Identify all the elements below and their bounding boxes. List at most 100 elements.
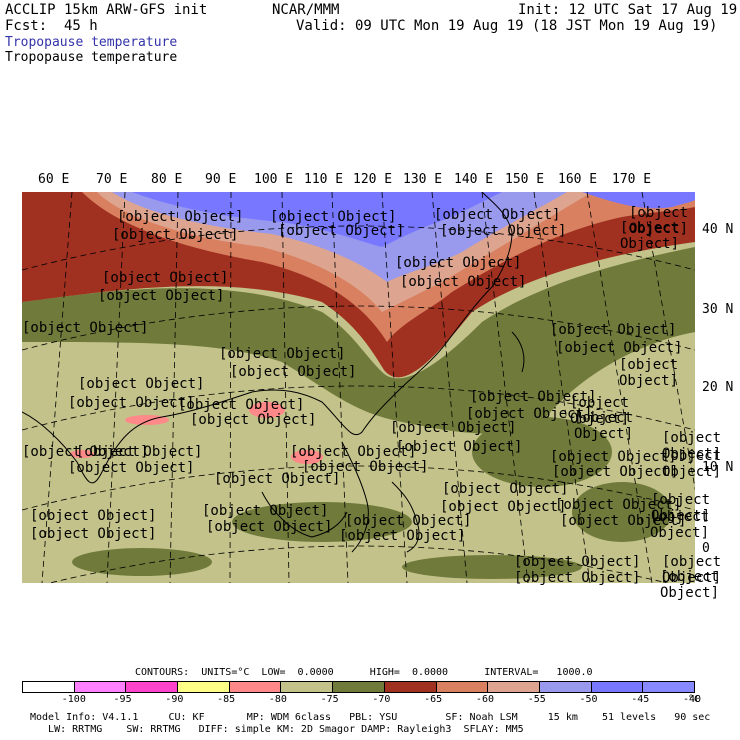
map-label: [object Object]: [466, 406, 593, 422]
colorbar-tick-label: -45: [631, 694, 650, 705]
colorbar-tick-label: -95: [113, 694, 132, 705]
map-label: [object Object]: [514, 570, 641, 586]
colorbar-swatch: [74, 682, 127, 692]
map-label: [object Object]: [190, 412, 317, 428]
colorbar-swatch: [384, 682, 437, 692]
map-label: [object Object]: [117, 209, 244, 225]
lat-label: 30 N: [702, 302, 734, 317]
forecast-label: Fcst:: [5, 18, 48, 34]
map-label: [object Object]: [339, 528, 466, 544]
map-label: [object Object]: [660, 569, 720, 601]
map-label: [object Object]: [30, 526, 157, 542]
map-label: [object Object]: [98, 288, 225, 304]
lon-label: 70 E: [96, 172, 128, 187]
map-label: [object Object]: [390, 420, 517, 436]
lon-label: 110 E: [304, 172, 344, 187]
map-labels: [object Object] [object Object] [object …: [22, 192, 721, 601]
map-label: [object Object]: [278, 223, 405, 239]
model-info-line-2: LW: RRTMG SW: RRTMG DIFF: simple KM: 2D …: [30, 724, 524, 735]
valid-time: Valid: 09 UTC Mon 19 Aug 19 (18 JST Mon …: [296, 18, 718, 34]
lon-label: 150 E: [505, 172, 545, 187]
model-title: ACCLIP 15km ARW-GFS init: [5, 2, 208, 18]
map-label: [object Object]: [574, 410, 634, 442]
lon-label: 160 E: [558, 172, 598, 187]
colorbar-swatch: [126, 682, 179, 692]
map-label: [object Object]: [620, 220, 680, 252]
colorbar-tick-label: -75: [320, 694, 339, 705]
map-label: [object Object]: [178, 397, 305, 413]
map-label: [object Object]: [550, 322, 677, 338]
olive-patch: [572, 482, 672, 542]
colorbar-tick-label: -60: [475, 694, 494, 705]
colorbar-tick-label: -70: [372, 694, 391, 705]
lon-label: 100 E: [254, 172, 294, 187]
colorbar-swatch: [229, 682, 282, 692]
map-label: [object Object]: [290, 444, 417, 460]
colorbar-tick-label: -50: [579, 694, 598, 705]
init-time: Init: 12 UTC Sat 17 Aug 19: [518, 2, 738, 18]
field-title-1: Tropopause temperature: [5, 35, 178, 50]
map-label: [object Object]: [30, 508, 157, 524]
band-minus45-east: [582, 192, 695, 209]
map-label: [object Object]: [112, 227, 239, 243]
map-label: [object Object]: [440, 499, 567, 515]
colorbar-swatch: [643, 682, 694, 692]
map-label: [object Object]: [662, 448, 722, 480]
colorbar-swatch: [23, 682, 75, 692]
colorbar-swatch: [178, 682, 230, 692]
colorbar-swatch: [436, 682, 489, 692]
map-label: [object Object]: [68, 395, 195, 411]
band-minus70: [22, 247, 695, 434]
lat-label: 40 N: [702, 222, 734, 237]
colorbar-tick-label: -100: [61, 694, 86, 705]
field-title-2: Tropopause temperature: [5, 50, 178, 65]
map-label: [object Object]: [552, 464, 679, 480]
coastlines: [22, 192, 525, 553]
lon-label: 80 E: [151, 172, 183, 187]
lat-label: 0: [702, 541, 710, 556]
lon-label: 130 E: [403, 172, 443, 187]
band-minus45: [132, 192, 502, 247]
map-label: [object Object]: [76, 444, 203, 460]
lon-label: 90 E: [205, 172, 237, 187]
map-label: [object Object]: [214, 471, 341, 487]
colorbar-swatch: [281, 682, 334, 692]
forecast-hours: 45 h: [64, 18, 98, 34]
lon-label: 170 E: [612, 172, 652, 187]
contour-info: CONTOURS: UNITS=°C LOW= 0.0000 HIGH= 0.0…: [135, 667, 593, 678]
map-label: [object Object]: [442, 481, 569, 497]
lon-label: 140 E: [454, 172, 494, 187]
map-graticule: [22, 192, 695, 583]
map-label: [object Object]: [219, 346, 346, 362]
colorbar-tick-label: -85: [217, 694, 236, 705]
colorbar-tick-label: -80: [268, 694, 287, 705]
map-label: [object Object]: [270, 209, 397, 225]
map-label: [object Object]: [434, 207, 561, 223]
colorbar-swatch: [539, 682, 592, 692]
map-label: [object Object]: [555, 497, 682, 513]
map-label: [object Object]: [619, 357, 679, 389]
map-label: [object Object]: [345, 513, 472, 529]
map-label: [object Object]: [202, 503, 329, 519]
lat-label: 20 N: [702, 380, 734, 395]
colorbar-tick-label: -90: [165, 694, 184, 705]
olive-patch: [232, 502, 412, 542]
colorbar-tick-label: -40: [683, 694, 702, 705]
olive-patch: [72, 548, 212, 576]
lon-label: 60 E: [38, 172, 70, 187]
map-label: [object Object]: [396, 439, 523, 455]
map-label: [object Object]: [22, 444, 149, 460]
map-label: [object Object]: [629, 205, 689, 237]
cold-patch: [249, 402, 285, 418]
map-label: [object Object]: [570, 395, 630, 427]
map-label: [object Object]: [662, 554, 722, 586]
cold-patch: [291, 450, 323, 464]
colorbar-swatch: [591, 682, 644, 692]
center-name: NCAR/MMM: [272, 2, 340, 18]
olive-patch: [402, 555, 582, 579]
map-label: [object Object]: [102, 270, 229, 286]
colorbar-unit: °C: [688, 694, 701, 705]
lon-label: 120 E: [353, 172, 393, 187]
colorbar-tick-label: -65: [424, 694, 443, 705]
map-label: [object Object]: [22, 320, 149, 336]
